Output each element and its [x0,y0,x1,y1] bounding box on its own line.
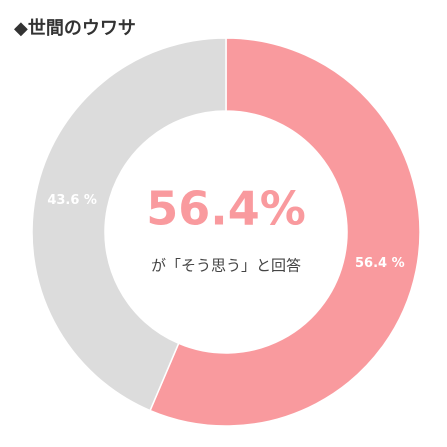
slice-label: 43.6 % [47,193,97,208]
center-label: 56.4% [146,182,306,236]
center-caption: が「そう思う」と回答 [151,257,301,275]
slice-label: 56.4 % [355,256,405,271]
chart-title: ◆世間のウワサ [14,18,136,39]
donut [31,37,421,427]
slice [31,37,227,412]
slice [149,37,421,427]
